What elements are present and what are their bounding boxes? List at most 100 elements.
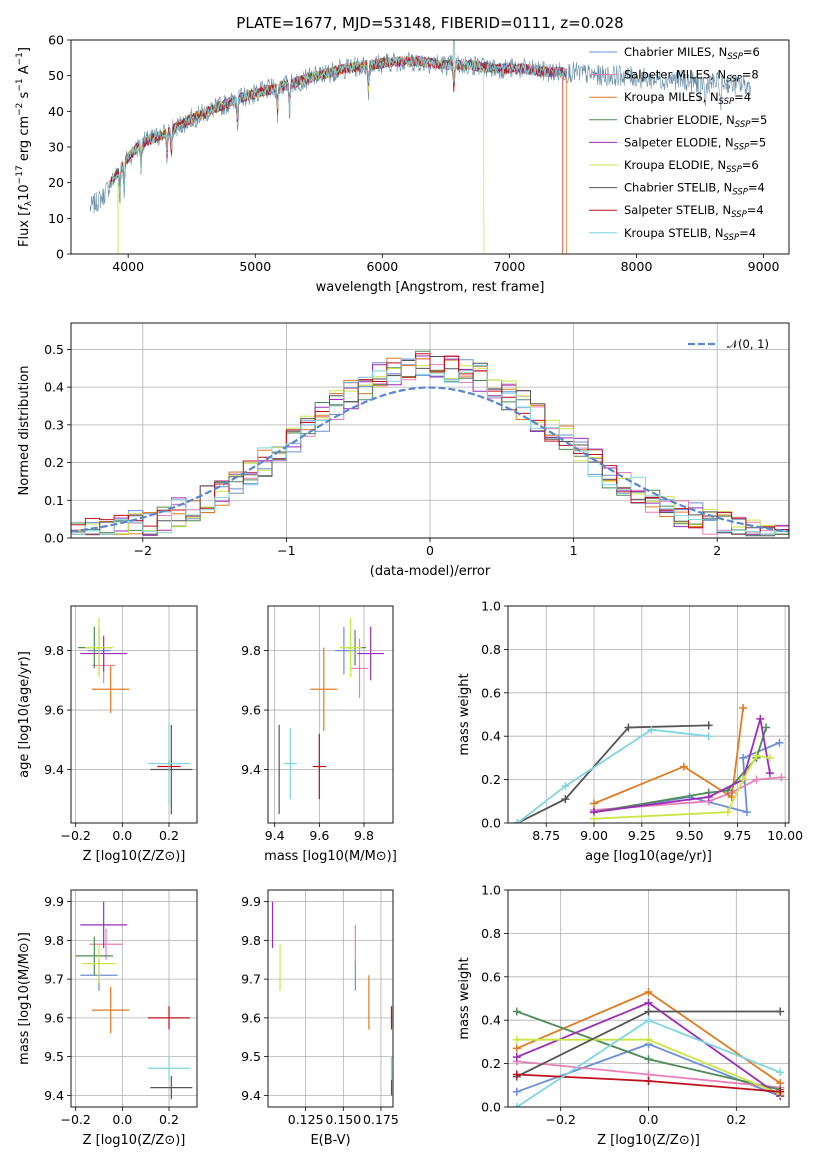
x-tick-label: −0.2 <box>546 1112 576 1127</box>
axes-frame <box>267 605 394 824</box>
y-tick-label: 0.0 <box>481 1100 501 1115</box>
x-tick-label: 9.50 <box>676 828 704 843</box>
y-tick-label: 9.9 <box>241 894 261 909</box>
y-tick-label: 0.2 <box>481 772 501 787</box>
x-tick-label: 0.125 <box>288 1112 324 1127</box>
plot-area <box>71 350 789 537</box>
series-marker <box>644 1035 653 1044</box>
legend-label: Chabrier ELODIE, NSSP=5 <box>624 113 767 130</box>
y-axis-label: age [log10(age/yr)] <box>17 651 32 778</box>
x-tick-label: −2 <box>134 543 152 558</box>
series-marker <box>765 753 774 762</box>
plot-area <box>513 703 786 823</box>
series-marker <box>752 751 761 760</box>
y-tick-label: 0.3 <box>44 417 64 432</box>
y-tick-label: 0.4 <box>44 380 64 395</box>
x-tick-label: 9.6 <box>309 828 329 843</box>
series-marker <box>739 753 748 762</box>
series-marker <box>644 998 653 1007</box>
series-marker <box>704 792 713 801</box>
series-marker <box>512 1044 521 1053</box>
legend-label: Salpeter STELIB, NSSP=4 <box>624 203 764 220</box>
series-marker <box>775 738 784 747</box>
series-marker <box>513 819 522 823</box>
y-axis-label: Flux [fλ10−17 erg cm−2 s−1 A−1] <box>15 47 34 247</box>
y-tick-label: 9.6 <box>241 703 261 718</box>
x-axis-label: Z [log10(Z/Z⊙)] <box>83 1133 186 1148</box>
panel-mass-vs-Z: −0.2 0.0 0.2 9.4 9.5 9.6 9.7 9.8 9.9 Z [log10(Z/Z… <box>17 889 198 1148</box>
y-tick-label: 9.8 <box>241 643 261 658</box>
series-marker <box>512 1070 521 1079</box>
y-tick-label: 0.5 <box>44 342 64 357</box>
y-tick-label: 50 <box>48 68 64 83</box>
series-marker <box>723 808 732 817</box>
legend-label: Salpeter MILES, NSSP=8 <box>624 68 759 85</box>
y-tick-label: 9.8 <box>44 643 64 658</box>
x-tick-label: 9000 <box>748 259 780 274</box>
series-marker <box>777 773 786 782</box>
series-marker <box>776 1007 785 1016</box>
series-marker <box>742 808 751 817</box>
y-tick-label: 9.4 <box>44 1088 64 1103</box>
x-tick-label: 6000 <box>366 259 398 274</box>
x-tick-label: 5000 <box>239 259 271 274</box>
x-axis-label: mass [log10(M/M⊙)] <box>264 849 397 864</box>
x-axis-label: Z [log10(Z/Z⊙)] <box>597 1133 700 1148</box>
series-marker <box>644 1055 653 1064</box>
series-line <box>517 728 709 823</box>
axes-frame <box>507 605 790 824</box>
y-axis-label: Normed distribution <box>17 366 32 496</box>
x-axis-label: Z [log10(Z/Z⊙)] <box>83 849 186 864</box>
plot-area <box>78 617 193 815</box>
series-marker <box>644 1007 653 1016</box>
panel-age-vs-Z: −0.2 0.0 0.2 9.4 9.6 9.8 Z [log10(Z/Z⊙)] age [l… <box>17 605 198 864</box>
series-marker <box>512 1053 521 1062</box>
x-tick-label: −0.2 <box>60 1112 90 1127</box>
series-marker <box>762 723 771 732</box>
y-tick-label: 9.7 <box>241 972 261 987</box>
x-tick-label: 8000 <box>621 259 653 274</box>
x-tick-label: 7000 <box>494 259 526 274</box>
panel-spectrum: 4000 5000 6000 7000 8000 9000 0 10 20 30 40 50 60 wav… <box>15 33 790 295</box>
y-tick-label: 0.8 <box>481 926 501 941</box>
y-tick-label: 9.7 <box>44 972 64 987</box>
y-tick-label: 10 <box>48 211 64 226</box>
x-tick-label: −1 <box>277 543 295 558</box>
series-marker <box>739 775 748 784</box>
plot-area <box>75 901 193 1100</box>
series-marker <box>739 703 748 712</box>
y-axis-label: mass weight <box>457 957 472 1039</box>
y-tick-label: 9.5 <box>44 1049 64 1064</box>
y-tick-label: 9.6 <box>44 703 64 718</box>
y-tick-label: 0 <box>56 247 64 262</box>
model-line-kroupa-elodie <box>108 55 485 254</box>
x-tick-label: 0.2 <box>159 1112 179 1127</box>
y-tick-label: 30 <box>48 140 64 155</box>
x-axis-label: E(B-V) <box>310 1133 350 1148</box>
y-tick-label: 20 <box>48 175 64 190</box>
y-tick-label: 9.5 <box>241 1049 261 1064</box>
axes-frame <box>267 889 394 1108</box>
y-tick-label: 0.0 <box>481 816 501 831</box>
y-tick-label: 0.6 <box>481 969 501 984</box>
x-tick-label: 0.150 <box>325 1112 361 1127</box>
series-marker <box>776 1068 785 1077</box>
x-tick-label: 4000 <box>112 259 144 274</box>
y-tick-label: 9.4 <box>241 762 261 777</box>
x-axis-label: wavelength [Angstrom, rest frame] <box>316 280 545 295</box>
x-tick-label: 1 <box>570 543 578 558</box>
y-axis-label: mass [log10(M/M⊙)] <box>17 932 32 1065</box>
axes-frame <box>70 889 198 1108</box>
y-tick-label: 0.1 <box>44 493 64 508</box>
series-marker <box>512 1035 521 1044</box>
y-tick-label: 60 <box>48 33 64 48</box>
series-line <box>593 776 782 811</box>
x-tick-label: 0.0 <box>112 828 132 843</box>
legend-label: Salpeter ELODIE, NSSP=5 <box>624 135 766 152</box>
series-line <box>593 707 744 805</box>
x-tick-label: 0.0 <box>639 1112 659 1127</box>
gaussian-curve <box>71 386 789 533</box>
plot-area <box>89 40 752 254</box>
y-tick-label: 0.2 <box>481 1056 501 1071</box>
